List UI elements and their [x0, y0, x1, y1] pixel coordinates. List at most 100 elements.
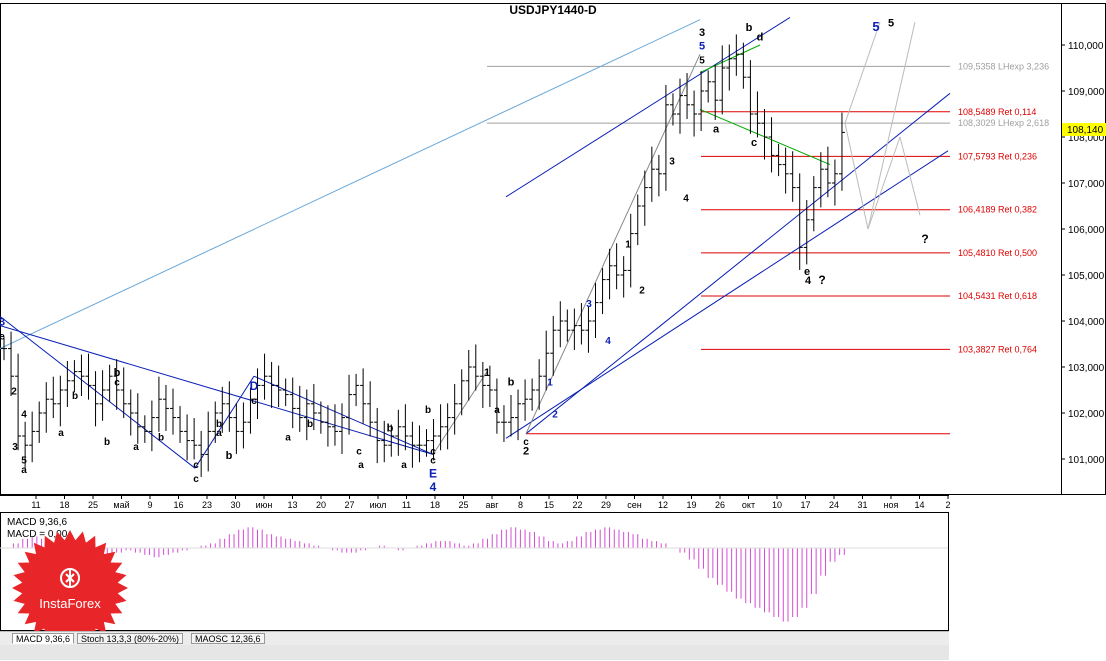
- wave-label: c: [523, 437, 529, 448]
- wave-label: ?: [921, 232, 928, 246]
- wave-label: c: [430, 446, 436, 457]
- wave-label: 1: [547, 377, 553, 388]
- wave-label: b: [114, 367, 121, 379]
- fib-level-label: 104,5431 Ret 0,618: [958, 291, 1037, 301]
- x-tick-label: 22: [572, 500, 582, 510]
- x-tick-label: 26: [715, 500, 725, 510]
- x-tick-label: 20: [316, 500, 326, 510]
- x-tick-label: сен: [627, 500, 642, 510]
- x-tick-label: 30: [230, 500, 240, 510]
- x-tick-label: 12: [658, 500, 668, 510]
- x-tick-label: май: [113, 500, 129, 510]
- x-tick-label: 11: [31, 500, 40, 510]
- wave-label: 2: [523, 445, 529, 457]
- tab-maosc[interactable]: MAOSC 12,36,6: [191, 633, 265, 644]
- macd-panel-frame: [0, 512, 949, 631]
- projection-line: [844, 123, 869, 230]
- fib-level-label: 105,4810 Ret 0,500: [958, 248, 1037, 258]
- wave-line: [194, 375, 255, 469]
- wave-label: 5: [21, 456, 27, 467]
- wave-label: b: [216, 419, 222, 430]
- x-tick-label: окт: [742, 500, 755, 510]
- x-tick-label: 25: [458, 500, 468, 510]
- x-tick-label: 9: [147, 500, 152, 510]
- x-tick-label: 18: [430, 500, 440, 510]
- wave-label: e: [804, 266, 810, 278]
- current-price-label: 108,140: [1067, 125, 1104, 136]
- long-trend-line: [0, 19, 701, 350]
- wave-label: 5: [699, 55, 705, 66]
- wave-label: b: [72, 391, 78, 402]
- macd-value: MACD = 0,00: [7, 529, 68, 540]
- x-tick-label: 15: [544, 500, 554, 510]
- wave-label: 2: [639, 285, 645, 296]
- x-tick-label: ноя: [884, 500, 899, 510]
- wave-label: ?: [818, 273, 825, 287]
- wave-label: 5: [872, 19, 879, 34]
- x-tick-label: 17: [800, 500, 810, 510]
- wave-label: 3: [0, 317, 5, 329]
- wave-label: b: [104, 437, 110, 448]
- x-tick-label: июл: [370, 500, 387, 510]
- y-tick-label: 105,000: [1068, 271, 1105, 282]
- wave-label: c: [114, 377, 120, 388]
- x-tick-label: 13: [287, 500, 297, 510]
- x-tick-label: авг: [485, 500, 499, 510]
- wave-label: a: [216, 428, 222, 439]
- wave-label: c: [251, 396, 257, 407]
- wave-label: 4: [683, 193, 689, 204]
- channel-mid-line: [525, 92, 951, 435]
- wave-label: 4: [430, 480, 437, 494]
- channel-lower-line: [505, 150, 949, 439]
- x-tick-label: 11: [402, 500, 411, 510]
- x-tick-label: 31: [857, 500, 867, 510]
- wave-label: 5: [699, 41, 705, 53]
- projection-line: [867, 136, 901, 230]
- wave-line: [253, 375, 434, 455]
- wave-line: [0, 316, 196, 469]
- y-tick-label: 102,000: [1068, 409, 1105, 420]
- wave-label: a: [358, 460, 364, 471]
- y-tick-label: 101,000: [1068, 455, 1105, 466]
- projection-line: [899, 136, 921, 216]
- y-tick-label: 108,000: [1068, 133, 1105, 144]
- y-tick-label: 109,000: [1068, 87, 1105, 98]
- bottom-scroll-strip[interactable]: [0, 645, 949, 660]
- logo-emblem-icon: [60, 568, 80, 588]
- wave-label: c: [356, 446, 362, 457]
- wave-label: b: [508, 376, 515, 388]
- wave-label: E: [429, 466, 437, 480]
- wave-label: c: [430, 456, 436, 467]
- tab-macd[interactable]: MACD 9,36,6: [12, 633, 75, 644]
- wave-label: D: [250, 379, 259, 393]
- wave-label: 2: [552, 410, 558, 421]
- wave-label: a: [401, 460, 407, 471]
- x-tick-label: 27: [344, 500, 354, 510]
- wave-label: b: [226, 450, 233, 462]
- fib-level-label: 103,3827 Ret 0,764: [958, 344, 1037, 354]
- wave-label: c: [193, 474, 199, 485]
- x-tick-label: 19: [686, 500, 696, 510]
- wave-label: 3: [12, 442, 18, 453]
- wave-label: 1: [625, 239, 631, 250]
- x-tick-label: 2: [945, 500, 950, 510]
- projection-line: [867, 21, 916, 230]
- x-tick-label: 16: [173, 500, 183, 510]
- y-tick-label: 103,000: [1068, 363, 1105, 374]
- wave-label: a: [133, 442, 139, 453]
- y-tick-label: 106,000: [1068, 225, 1105, 236]
- x-tick-label: 14: [914, 500, 924, 510]
- logo-text: InstaForex: [39, 596, 101, 611]
- x-tick-label: 24: [829, 500, 839, 510]
- channel-upper-line: [505, 16, 791, 198]
- tab-stoch[interactable]: Stoch 13,3,3 (80%-20%): [77, 633, 184, 644]
- chart-title: USDJPY1440-D: [509, 3, 597, 17]
- wave-label: c: [193, 460, 199, 471]
- fib-level-label: 107,5793 Ret 0,236: [958, 151, 1037, 161]
- wave-label: 3: [699, 27, 705, 39]
- indicator-tab-bar: MACD 9,36,6 Stoch 13,3,3 (80%-20%) MAOSC…: [0, 631, 949, 645]
- x-tick-label: июн: [256, 500, 273, 510]
- wave-label: 4: [805, 275, 812, 287]
